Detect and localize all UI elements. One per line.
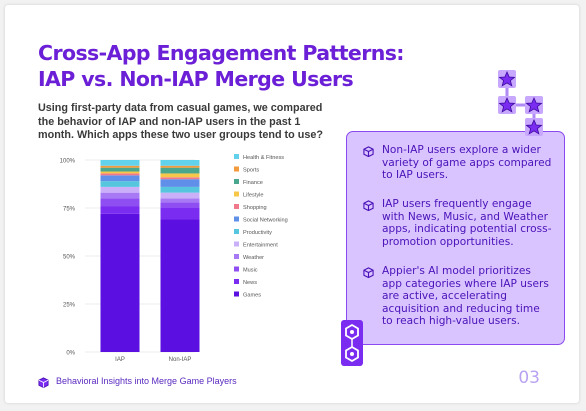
legend-label: Lifestyle [243,193,264,199]
cube-icon [363,146,374,157]
legend-swatch [234,241,239,247]
bar-segment [100,160,140,166]
legend-label: Entertainment [243,243,278,249]
y-tick-label: 75% [63,207,76,213]
intro-text: Using first-party data from casual games… [38,102,323,141]
legend-label: Finance [243,180,263,186]
y-tick-label: 100% [60,159,76,165]
bar-segment [160,208,200,220]
legend-swatch [234,229,239,234]
insight-text: Appier's AI model prioritizes app catego… [382,265,549,328]
insight-text: IAP users frequently engage with News, M… [382,198,552,248]
legend-label: Shopping [243,205,267,211]
bar-segment [100,167,140,172]
legend-label: Productivity [243,230,272,236]
bar-segment [100,181,140,187]
cube-icon [38,377,49,388]
bar-segment [160,219,200,352]
legend-label: News [243,280,257,286]
star-network-icon [498,70,543,136]
bar-segment [160,177,200,180]
legend-swatch [234,179,239,184]
page-number: 03 [518,368,540,388]
legend-swatch [234,191,239,197]
legend-label: Games [243,293,261,299]
legend-label: Sports [243,168,259,174]
insight-text: Non-IAP users explore a wider variety of… [382,144,552,182]
insight-item: Non-IAP users explore a wider variety of… [363,144,553,182]
y-tick-label: 50% [63,255,76,261]
bar-segment [160,173,200,178]
insight-item: Appier's AI model prioritizes app catego… [363,265,553,328]
bar-segment [100,171,140,174]
bar-segment [160,192,200,199]
legend-label: Social Networking [243,218,288,224]
legend-swatch [234,279,239,284]
bar-segment [100,175,140,182]
y-tick-label: 0% [66,351,75,357]
bar-segment [160,202,200,208]
stacked-bar-chart: 0% 25% 50% 75% 100% IAP Non-IAP Health & Fitnes… [60,154,288,363]
bar-segment [160,165,200,168]
title-line-1: Cross-App Engagement Patterns: [38,41,405,65]
bar-segment [160,167,200,174]
title-line-2: IAP vs. Non-IAP Merge Users [38,67,354,91]
cube-icon [363,267,374,278]
cube-icon [363,200,374,211]
footer-text: Behavioral Insights into Merge Game Play… [56,376,237,386]
bar-segment [100,192,140,199]
bar-segment [160,186,200,193]
bar-segment [100,165,140,168]
y-tick-label: 25% [63,303,76,309]
legend-swatch [234,291,239,297]
insights-panel: Non-IAP users explore a wider variety of… [346,131,565,345]
bar-segment [100,206,140,214]
x-tick-label: Non-IAP [169,357,192,363]
legend-label: Health & Fitness [243,155,284,161]
x-tick-label: IAP [115,357,125,363]
legend-swatch [234,216,239,222]
bar-segment [100,213,140,352]
insight-item: IAP users frequently engage with News, M… [363,198,553,248]
bar-segment [160,198,200,203]
legend-swatch [234,254,239,259]
hexagon-link-icon [341,320,363,366]
legend-swatch [234,166,239,172]
legend-swatch [234,204,239,209]
legend-swatch [234,154,239,159]
bar-segment [160,160,200,166]
bar-segment [160,179,200,187]
legend-label: Weather [243,255,264,261]
legend-swatch [234,266,239,272]
bar-segment [100,173,140,176]
legend-label: Music [243,268,258,274]
bar-segment [100,186,140,193]
bar-segment [100,198,140,207]
